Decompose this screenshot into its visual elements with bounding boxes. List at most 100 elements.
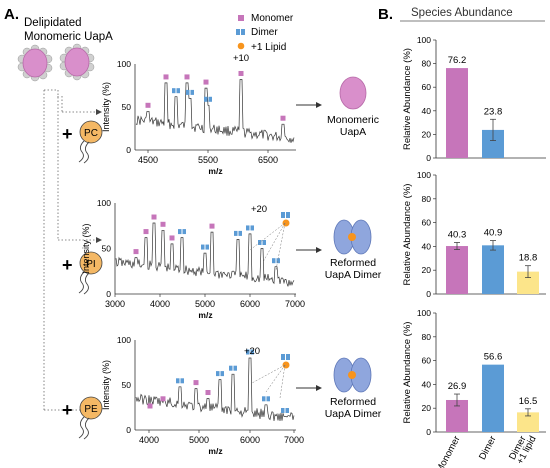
lipid-tail-icon [78, 140, 85, 163]
spectrum-x-tick-label: 6000 [240, 299, 260, 309]
monomer-peak-marker [280, 115, 286, 121]
dimer-peak-marker [250, 349, 254, 355]
dimer-peak-marker [176, 88, 180, 94]
dimer-peak-marker [262, 240, 266, 245]
dimer-peak-marker [276, 258, 280, 264]
abundance-bar-chart-2: 0 20 40 60 80 100 Relative Abundance (%) 40.3 40… [402, 170, 546, 299]
lipid-adduct-marker [282, 361, 290, 369]
arrowhead-row1 [96, 109, 102, 115]
monomer-peak-marker [160, 396, 166, 402]
bar-chart-y-tick-label: 100 [417, 308, 431, 318]
dimer-peak-marker [182, 229, 186, 235]
dimer-peak-marker [176, 378, 180, 384]
product-label-line2: UapA [340, 126, 366, 138]
dimer-peak-marker [233, 365, 237, 371]
monomer-peak-marker [163, 74, 169, 80]
lipid-adduct-guide [275, 222, 286, 271]
bar-chart-y-axis-label: Relative Abundance (%) [402, 48, 413, 150]
delipidated-protein-icon [17, 43, 95, 82]
panel-b-label: B. [378, 6, 393, 23]
lipid-adduct-dimer-marker [281, 212, 285, 218]
panel-a-title-line1: Delipidated [24, 17, 82, 29]
plus-sign: + [62, 400, 73, 420]
monomer-peak-marker [169, 235, 175, 241]
bar-chart-y-tick-label: 40 [422, 241, 432, 251]
mass-spectrum-3: 0 50 100 4000 5000 6000 7000 m/z Intensity (%) +2… [101, 335, 304, 456]
legend-monomer-swatch [238, 15, 244, 21]
lipid-tail-icon [78, 416, 85, 439]
lipid-name: PE [84, 404, 98, 415]
bar-chart-y-axis-label: Relative Abundance (%) [402, 184, 413, 286]
spectrum-y-tick-label: 100 [117, 335, 131, 345]
dimer-peak-marker [250, 225, 254, 231]
dimer-peak-marker [190, 89, 194, 95]
bar-chart-y-tick-label: 40 [422, 106, 432, 116]
monomer-peak-marker [203, 79, 209, 85]
lipid-adduct-dimer-marker [286, 354, 290, 360]
dimer-peak-marker [262, 396, 266, 402]
charge-state-label: +20 [251, 204, 267, 215]
result-arrowhead [316, 385, 322, 391]
arrowhead-row2 [96, 237, 102, 243]
mass-spectrum-1: 0 50 100 4500 5500 6500 m/z Intensity (%) +10 [101, 53, 296, 176]
lipid-tail-icon [83, 417, 90, 440]
spectrum-x-tick-label: 5000 [189, 435, 209, 445]
monomer-product-icon [339, 76, 367, 110]
plus-sign: + [62, 255, 73, 275]
bar-monomer [446, 68, 468, 158]
product-label-line1: Monomeric [327, 114, 379, 126]
product-label-line2: UapA Dimer [325, 408, 382, 420]
spectrum-x-tick-label: 4500 [138, 155, 158, 165]
monomer-peak-marker [193, 380, 199, 386]
plus-sign: + [62, 124, 73, 144]
legend-dimer-label: Dimer [251, 27, 278, 38]
monomer-peak-marker [147, 403, 153, 409]
monomer-blob-1 [22, 48, 48, 78]
dimer-peak-marker [229, 365, 233, 371]
dimer-peak-marker [201, 244, 205, 250]
lipid-adduct-guide [279, 364, 286, 399]
bar-chart-y-tick-label: 100 [417, 35, 431, 45]
dimer-peak-marker [238, 230, 242, 236]
spectrum-y-tick-label: 0 [106, 289, 111, 299]
bar-value-label: 56.6 [484, 352, 503, 363]
spectrum-trace [135, 357, 295, 421]
bar-category-label: Monomer [434, 434, 463, 468]
bar-chart-y-tick-label: 80 [422, 194, 432, 204]
bar-chart-y-tick-label: 80 [422, 332, 432, 342]
dimer-peak-marker [285, 408, 289, 413]
bar-chart-y-tick-label: 60 [422, 356, 432, 366]
dimer-peak-marker [208, 96, 212, 102]
dimer-peak-marker [186, 89, 190, 95]
bar-chart-y-tick-label: 60 [422, 82, 432, 92]
bar-chart-y-tick-label: 80 [422, 59, 432, 69]
spectrum-x-axis-label: m/z [208, 446, 222, 456]
lipid-name: PC [84, 128, 98, 139]
spectrum-y-tick-label: 100 [117, 59, 131, 69]
product-label-line1: Reformed [330, 257, 376, 269]
lipid-adduct-guide [251, 364, 286, 384]
lipid-adduct-dimer-marker [281, 354, 285, 360]
bar-chart-y-tick-label: 20 [422, 265, 432, 275]
legend-monomer-label: Monomer [251, 13, 294, 24]
bar-dimer [482, 129, 504, 158]
spectrum-y-tick-label: 0 [126, 425, 131, 435]
lipid-adduct-dimer-marker [286, 212, 290, 218]
lipid-name: PI [86, 259, 95, 270]
bar-chart-y-tick-label: 100 [417, 170, 431, 180]
spectrum-x-axis-label: m/z [198, 310, 212, 320]
monomer-peak-marker [151, 214, 157, 220]
bar-chart-y-tick-label: 20 [422, 129, 432, 139]
spectrum-x-tick-label: 7000 [284, 435, 304, 445]
result-arrowhead [316, 102, 322, 108]
lipid-tail-icon [83, 141, 90, 164]
dimer-peak-marker [234, 230, 238, 236]
bar-dimer [482, 245, 504, 294]
dimer-peak-marker [266, 396, 270, 402]
spectrum-x-tick-label: 6500 [258, 155, 278, 165]
spectrum-y-tick-label: 100 [97, 198, 111, 208]
bar-chart-y-tick-label: 0 [426, 427, 431, 437]
spectrum-y-tick-label: 50 [122, 102, 132, 112]
legend-lipid-swatch [237, 42, 245, 50]
